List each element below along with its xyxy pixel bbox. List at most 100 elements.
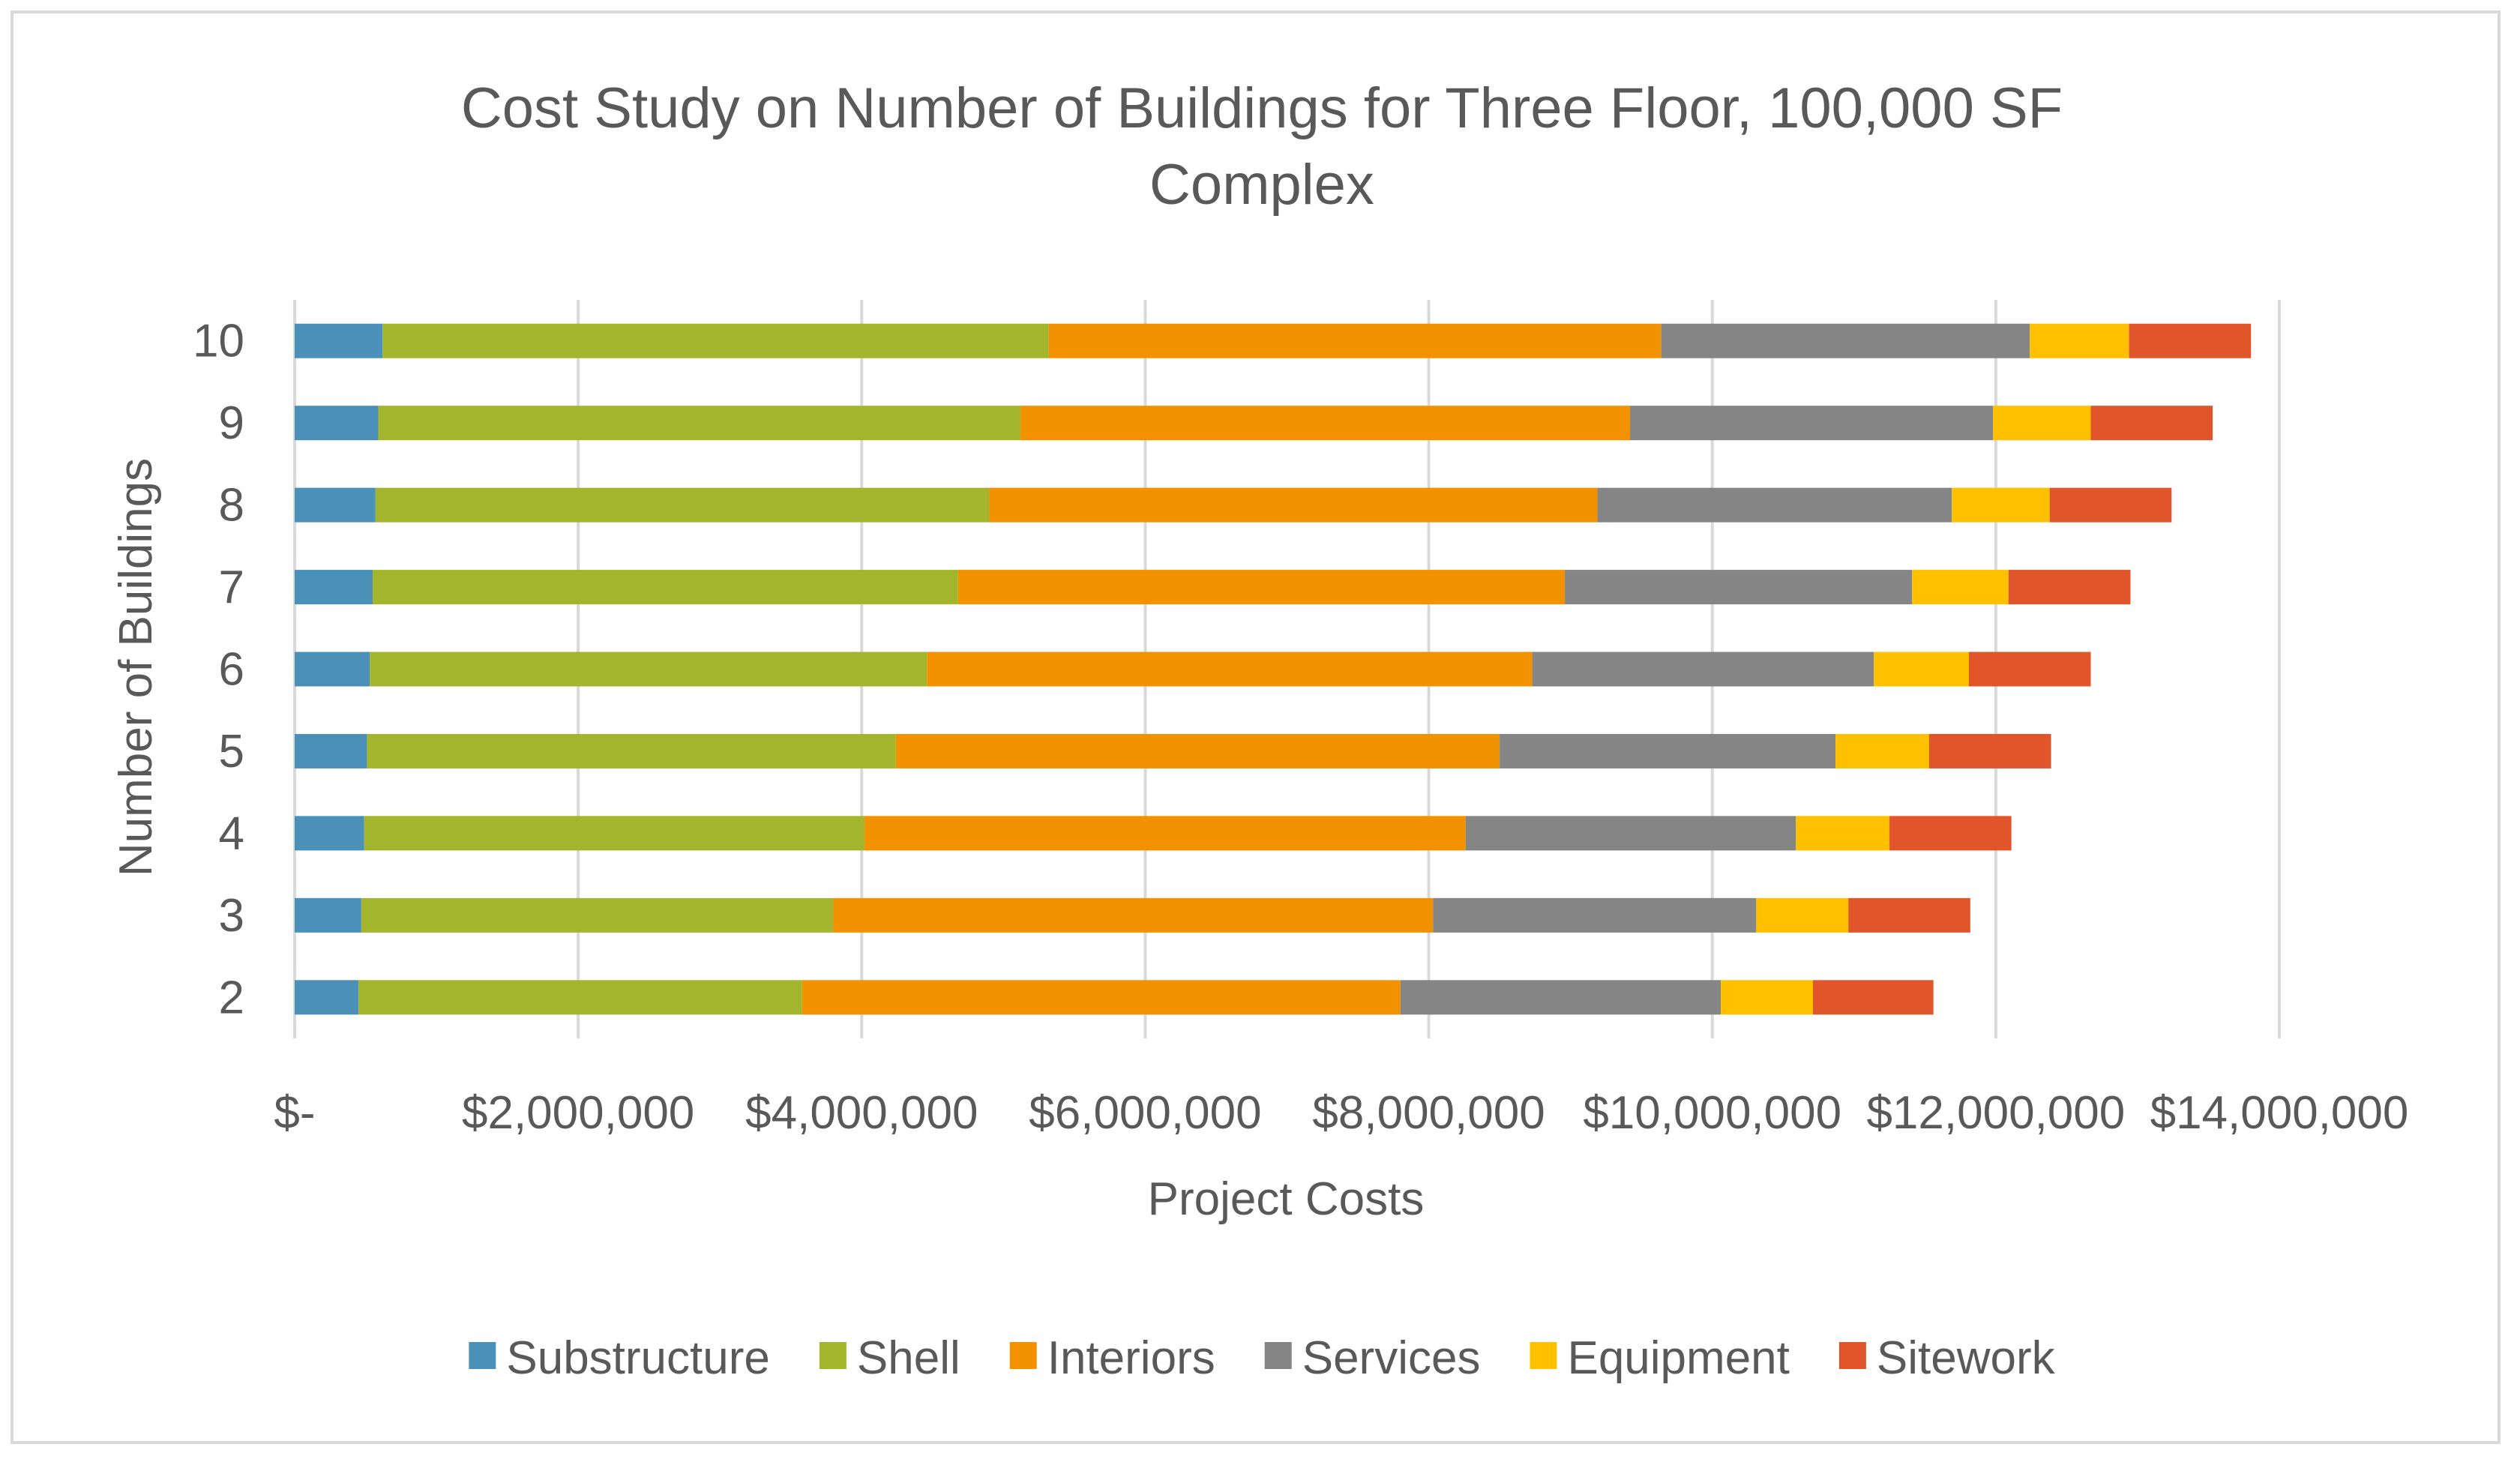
x-tick-labels: $- $2,000,000 $4,000,000 $6,000,000 $8,000,0… xyxy=(274,1087,2408,1139)
bars xyxy=(295,323,2252,1015)
bar-sitework-8 xyxy=(2049,487,2172,523)
bar-services-8 xyxy=(1597,487,1952,523)
bar-substructure-5 xyxy=(295,733,367,768)
legend-label-interiors: Interiors xyxy=(1047,1332,1215,1384)
y-tick-label-7: 7 xyxy=(219,562,244,613)
bar-sitework-2 xyxy=(1812,980,1934,1015)
legend-item-services: Services xyxy=(1264,1332,1481,1384)
bar-substructure-8 xyxy=(295,487,376,523)
legend-label-substructure: Substructure xyxy=(506,1332,770,1384)
bar-services-9 xyxy=(1630,406,1994,441)
bar-interiors-4 xyxy=(864,816,1466,851)
legend-item-equipment: Equipment xyxy=(1530,1332,1790,1384)
legend-swatch-substructure xyxy=(469,1342,496,1369)
bar-services-4 xyxy=(1465,816,1796,851)
legend-swatch-equipment xyxy=(1530,1342,1557,1369)
bar-equipment-4 xyxy=(1796,816,1890,851)
legend-swatch-services xyxy=(1264,1342,1292,1369)
bar-interiors-10 xyxy=(1048,323,1662,358)
bar-shell-2 xyxy=(358,980,802,1015)
y-tick-label-5: 5 xyxy=(219,726,244,777)
bar-substructure-6 xyxy=(295,652,370,687)
bar-equipment-8 xyxy=(1952,487,2050,523)
bar-substructure-10 xyxy=(295,323,383,358)
bar-sitework-4 xyxy=(1889,816,2012,851)
bar-equipment-5 xyxy=(1835,733,1929,768)
bar-interiors-3 xyxy=(833,897,1434,933)
y-tick-label-3: 3 xyxy=(219,890,244,942)
legend-label-sitework: Sitework xyxy=(1877,1332,2056,1384)
bar-sitework-5 xyxy=(1928,733,2051,768)
bar-interiors-2 xyxy=(802,980,1401,1015)
bar-shell-3 xyxy=(361,897,834,933)
x-tick-label-6: $12,000,000 xyxy=(1866,1087,2125,1139)
bar-services-6 xyxy=(1532,652,1874,687)
bar-substructure-3 xyxy=(295,897,361,933)
x-tick-label-2: $4,000,000 xyxy=(745,1087,978,1139)
bar-services-3 xyxy=(1433,897,1757,933)
y-tick-label-8: 8 xyxy=(219,480,244,532)
legend-item-shell: Shell xyxy=(819,1332,960,1384)
bar-shell-9 xyxy=(378,406,1021,441)
bar-substructure-4 xyxy=(295,816,364,851)
bar-sitework-7 xyxy=(2008,570,2131,605)
bar-equipment-7 xyxy=(1912,570,2009,605)
chart-title-line-1: Cost Study on Number of Buildings for Th… xyxy=(461,76,2063,140)
bar-equipment-2 xyxy=(1721,980,1813,1015)
bar-services-5 xyxy=(1500,733,1836,768)
bar-services-2 xyxy=(1400,980,1721,1015)
bar-interiors-7 xyxy=(957,570,1566,605)
legend: Substructure Shell Interiors Services Equipm… xyxy=(469,1332,2056,1384)
bar-sitework-3 xyxy=(1848,897,1970,933)
legend-item-interiors: Interiors xyxy=(1009,1332,1215,1384)
chart-title: Cost Study on Number of Buildings for Th… xyxy=(461,76,2063,217)
bar-interiors-5 xyxy=(895,733,1500,768)
legend-label-services: Services xyxy=(1302,1332,1481,1384)
bar-substructure-9 xyxy=(295,406,379,441)
bar-sitework-6 xyxy=(1968,652,2091,687)
x-tick-label-3: $6,000,000 xyxy=(1029,1087,1261,1139)
y-axis-label: Number of Buildings xyxy=(110,458,162,876)
chart-title-line-2: Complex xyxy=(1149,153,1374,217)
bar-sitework-10 xyxy=(2129,323,2252,358)
bar-equipment-3 xyxy=(1756,897,1849,933)
chart-frame xyxy=(10,10,2501,1444)
bar-shell-4 xyxy=(364,816,865,851)
x-tick-label-5: $10,000,000 xyxy=(1583,1087,1841,1139)
bar-interiors-6 xyxy=(927,652,1533,687)
legend-swatch-interiors xyxy=(1009,1342,1037,1369)
bar-services-10 xyxy=(1661,323,2030,358)
x-axis-label: Project Costs xyxy=(1148,1173,1425,1225)
bar-shell-8 xyxy=(375,487,990,523)
bar-shell-6 xyxy=(370,652,927,687)
x-tick-label-1: $2,000,000 xyxy=(462,1087,694,1139)
y-tick-labels: 2 3 4 5 6 7 8 9 10 xyxy=(193,316,244,1024)
bar-shell-5 xyxy=(367,733,896,768)
legend-swatch-sitework xyxy=(1838,1342,1866,1369)
y-tick-label-9: 9 xyxy=(219,397,244,449)
legend-label-equipment: Equipment xyxy=(1567,1332,1789,1384)
bar-substructure-7 xyxy=(295,570,373,605)
bar-shell-10 xyxy=(382,323,1049,358)
y-tick-label-2: 2 xyxy=(219,972,244,1023)
legend-swatch-shell xyxy=(819,1342,846,1369)
legend-label-shell: Shell xyxy=(857,1332,960,1384)
y-tick-label-6: 6 xyxy=(219,644,244,696)
bar-equipment-9 xyxy=(1993,406,2091,441)
bar-sitework-9 xyxy=(2090,406,2213,441)
y-tick-label-4: 4 xyxy=(219,807,244,859)
legend-item-sitework: Sitework xyxy=(1838,1332,2056,1384)
bar-equipment-6 xyxy=(1874,652,1969,687)
bar-interiors-9 xyxy=(1020,406,1631,441)
bar-services-7 xyxy=(1565,570,1913,605)
x-tick-label-7: $14,000,000 xyxy=(2150,1087,2409,1139)
y-tick-label-10: 10 xyxy=(193,316,244,367)
x-tick-label-4: $8,000,000 xyxy=(1312,1087,1545,1139)
bar-substructure-2 xyxy=(295,980,359,1015)
legend-item-substructure: Substructure xyxy=(469,1332,770,1384)
bar-equipment-10 xyxy=(2030,323,2129,358)
x-tick-label-0: $- xyxy=(274,1087,315,1139)
bar-shell-7 xyxy=(372,570,958,605)
bar-interiors-8 xyxy=(989,487,1598,523)
